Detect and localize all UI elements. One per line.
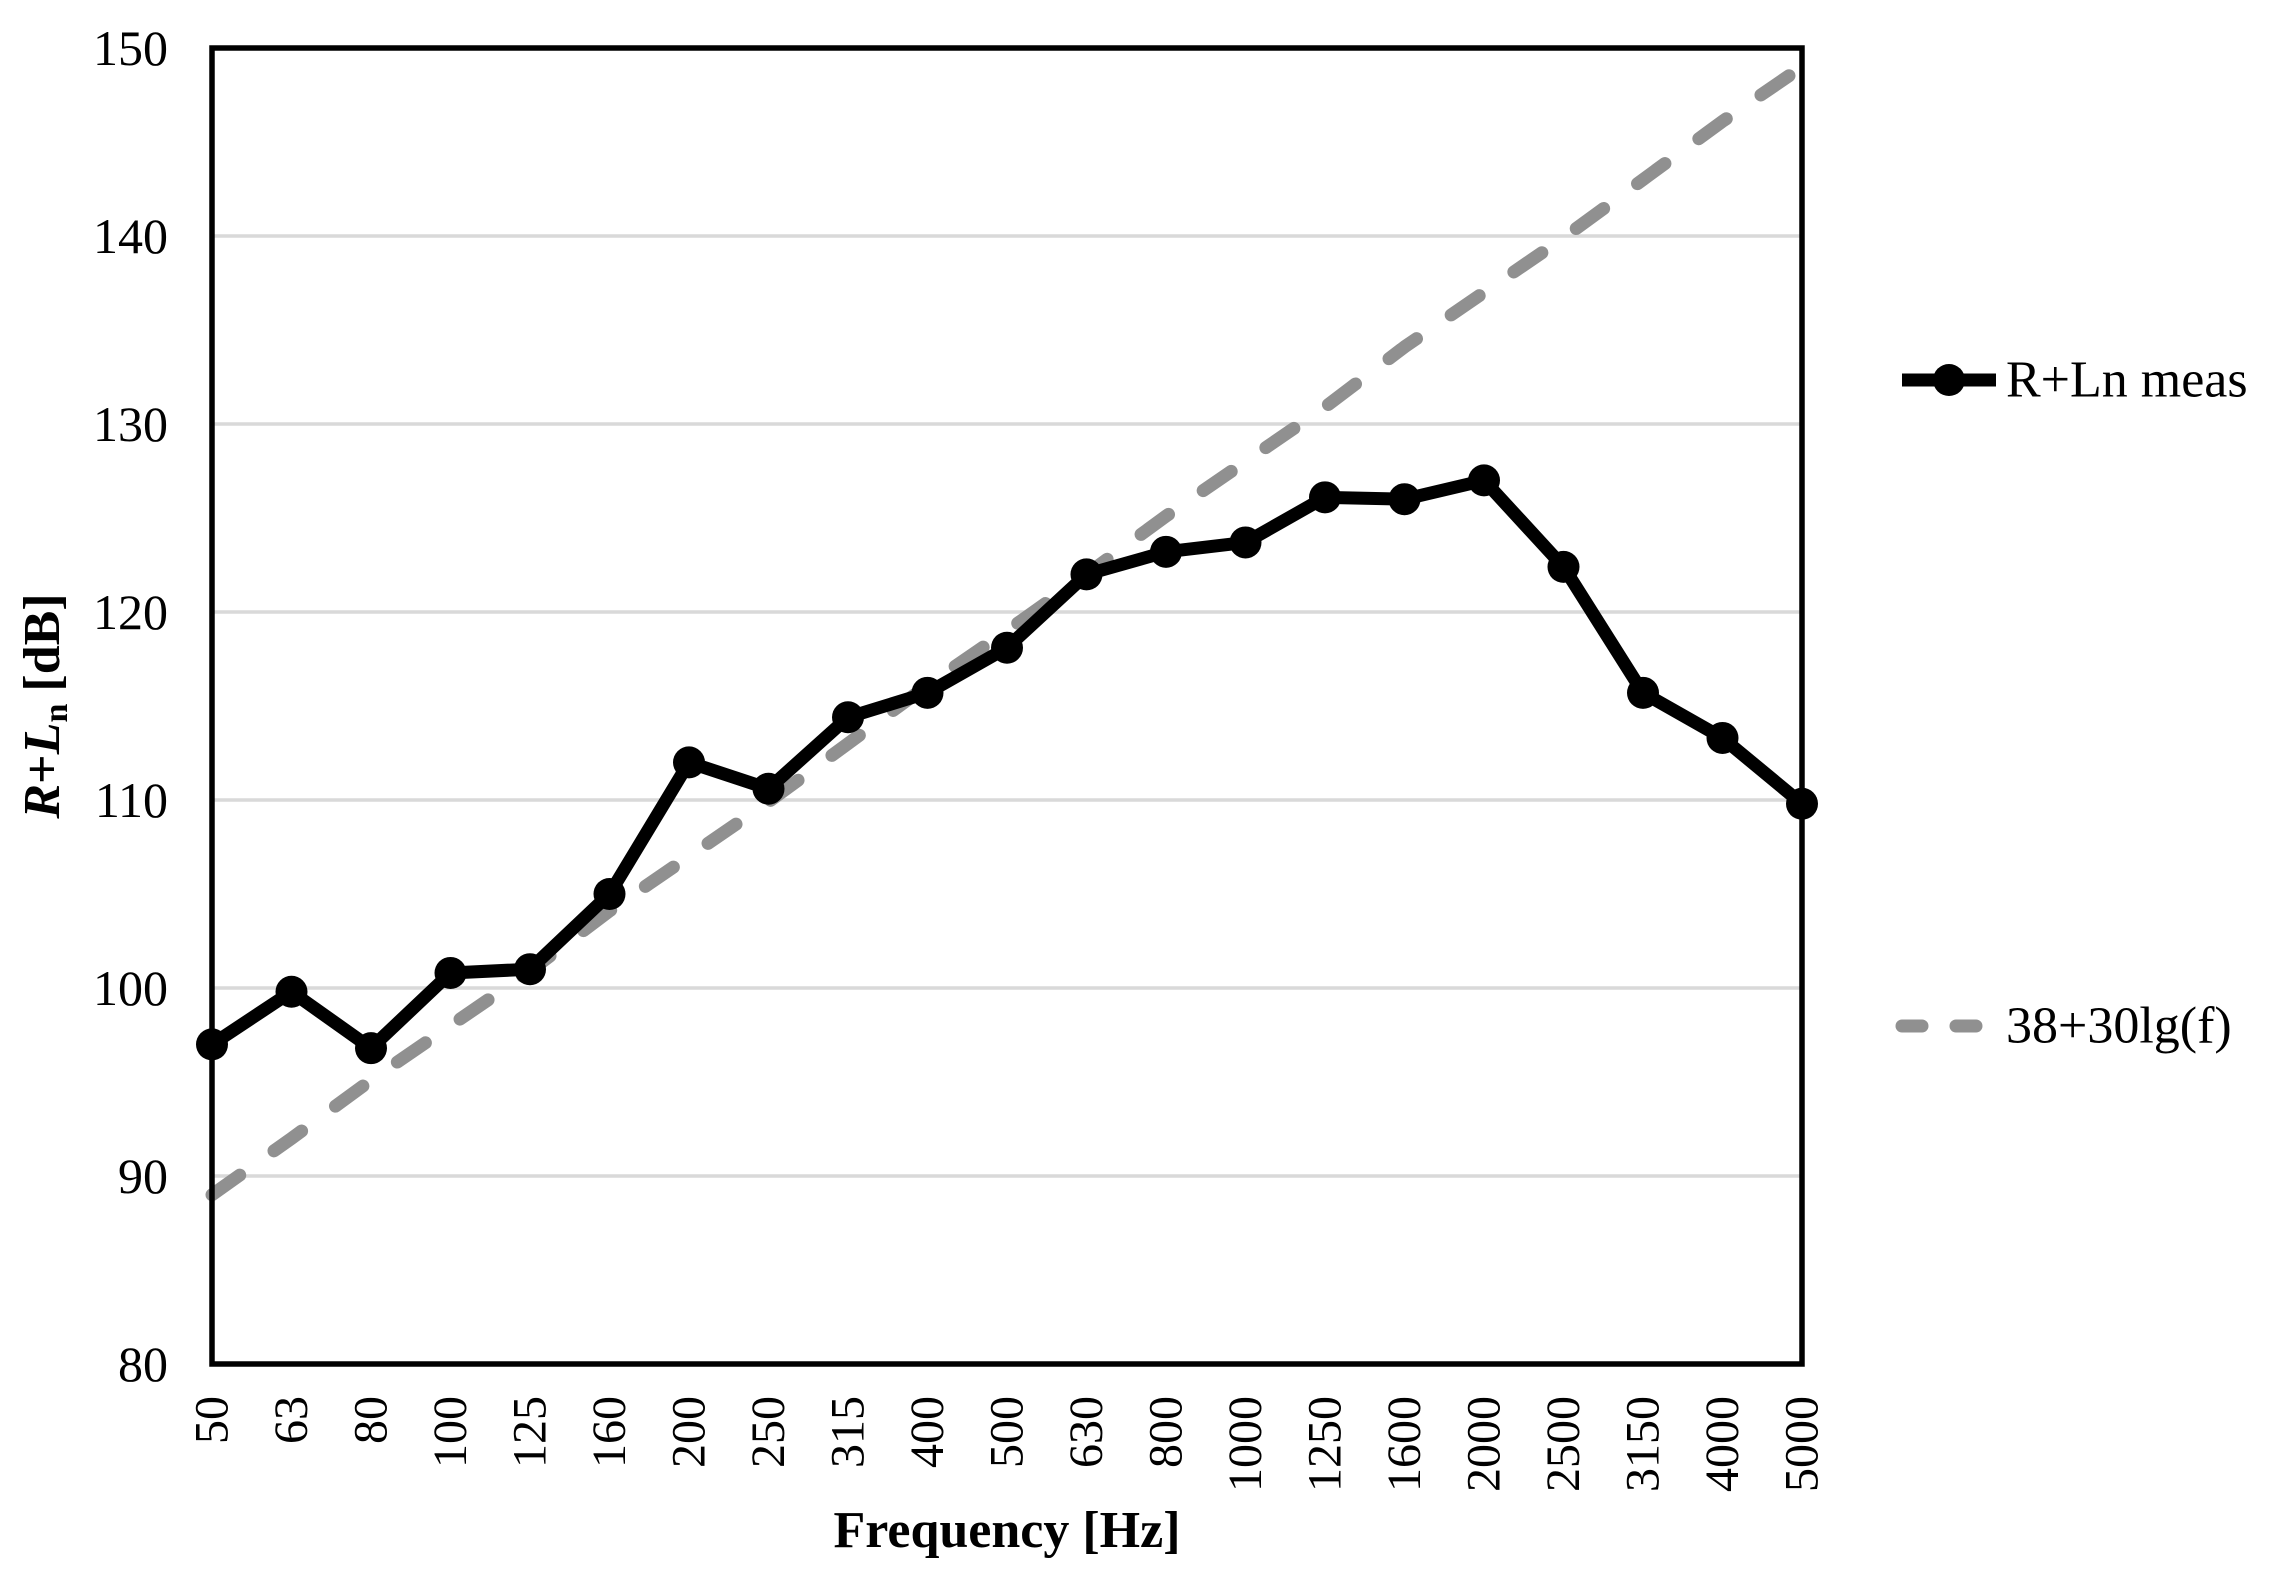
data-point-marker xyxy=(752,772,785,805)
x-tick-label: 63 xyxy=(265,1396,318,1444)
data-point-marker xyxy=(991,631,1023,664)
data-point-marker xyxy=(673,746,705,779)
legend-label-measured: R+Ln meas xyxy=(2006,352,2248,409)
data-point-marker xyxy=(1229,526,1262,559)
x-tick-label: 125 xyxy=(504,1396,557,1468)
y-axis-title-l: L xyxy=(14,723,71,756)
x-tick-label: 3150 xyxy=(1617,1396,1670,1492)
data-point-marker xyxy=(1070,558,1103,591)
y-tick-label: 120 xyxy=(93,584,168,640)
data-point-marker xyxy=(1150,535,1182,568)
x-tick-label: 1000 xyxy=(1219,1396,1272,1492)
x-tick-label: 500 xyxy=(981,1396,1034,1468)
y-tick-label: 140 xyxy=(93,208,168,264)
x-tick-label: 50 xyxy=(186,1396,239,1444)
x-tick-label: 80 xyxy=(345,1396,398,1444)
x-tick-label: 1600 xyxy=(1378,1396,1431,1492)
legend-marker-measured xyxy=(1933,364,1965,396)
legend-item-reference: 38+30lg(f) xyxy=(1895,998,2232,1055)
x-tick-label: 4000 xyxy=(1696,1396,1749,1492)
y-axis-title-r: R xyxy=(14,784,71,820)
x-tick-label: 5000 xyxy=(1776,1396,1829,1492)
data-point-marker xyxy=(1547,550,1580,583)
x-tick-label: 100 xyxy=(424,1396,477,1468)
data-point-marker xyxy=(275,975,308,1008)
x-tick-label: 200 xyxy=(663,1396,716,1468)
y-tick-label: 80 xyxy=(118,1336,168,1392)
y-axis-title-plus: + xyxy=(14,754,71,784)
data-point-marker xyxy=(593,878,626,910)
data-point-marker xyxy=(1627,676,1659,709)
x-tick-label: 250 xyxy=(742,1396,795,1468)
legend: R+Ln meas 38+30lg(f) xyxy=(1895,352,2248,1055)
y-tick-label: 100 xyxy=(93,960,168,1016)
y-tick-label: 110 xyxy=(95,772,168,828)
x-tick-label: 160 xyxy=(583,1396,636,1468)
legend-label-reference: 38+30lg(f) xyxy=(2006,998,2232,1055)
data-point-marker xyxy=(911,676,944,709)
x-tick-label: 800 xyxy=(1140,1396,1193,1468)
x-tick-label: 315 xyxy=(822,1396,875,1468)
data-point-marker xyxy=(355,1032,387,1065)
y-tick-label: 150 xyxy=(93,20,168,76)
data-point-marker xyxy=(832,701,864,734)
y-axis-title-unit: [dB] xyxy=(14,593,71,691)
data-point-marker xyxy=(1468,464,1500,497)
data-point-marker xyxy=(434,956,467,989)
x-axis-tick-labels: 50 63 80 100 125 160 200 250 315 400 500 630 800 1000… xyxy=(186,1396,1829,1492)
data-point-marker xyxy=(1309,481,1341,514)
series-line-reference xyxy=(205,60,1809,1202)
grid-layer xyxy=(212,234,1802,1178)
y-tick-label: 90 xyxy=(118,1148,168,1204)
x-axis-title: Frequency [Hz] xyxy=(833,1502,1180,1559)
y-axis-title: R+Ln [dB] xyxy=(14,593,75,819)
y-tick-label: 130 xyxy=(93,396,168,452)
data-point-marker xyxy=(1706,721,1739,754)
data-point-marker xyxy=(1388,483,1421,516)
legend-item-measured: R+Ln meas xyxy=(1902,352,2248,409)
x-tick-label: 630 xyxy=(1060,1396,1113,1468)
y-axis-title-subscript: n xyxy=(38,704,75,723)
plot-frame xyxy=(209,45,1805,1367)
x-tick-label: 2500 xyxy=(1537,1396,1590,1492)
data-point-marker xyxy=(514,953,546,986)
x-tick-label: 400 xyxy=(901,1396,954,1468)
series-layer xyxy=(196,60,1818,1202)
x-tick-label: 2000 xyxy=(1458,1396,1511,1492)
x-tick-label: 1250 xyxy=(1299,1396,1352,1492)
y-axis-tick-labels: 80 90 100 110 120 130 140 150 xyxy=(93,20,168,1392)
